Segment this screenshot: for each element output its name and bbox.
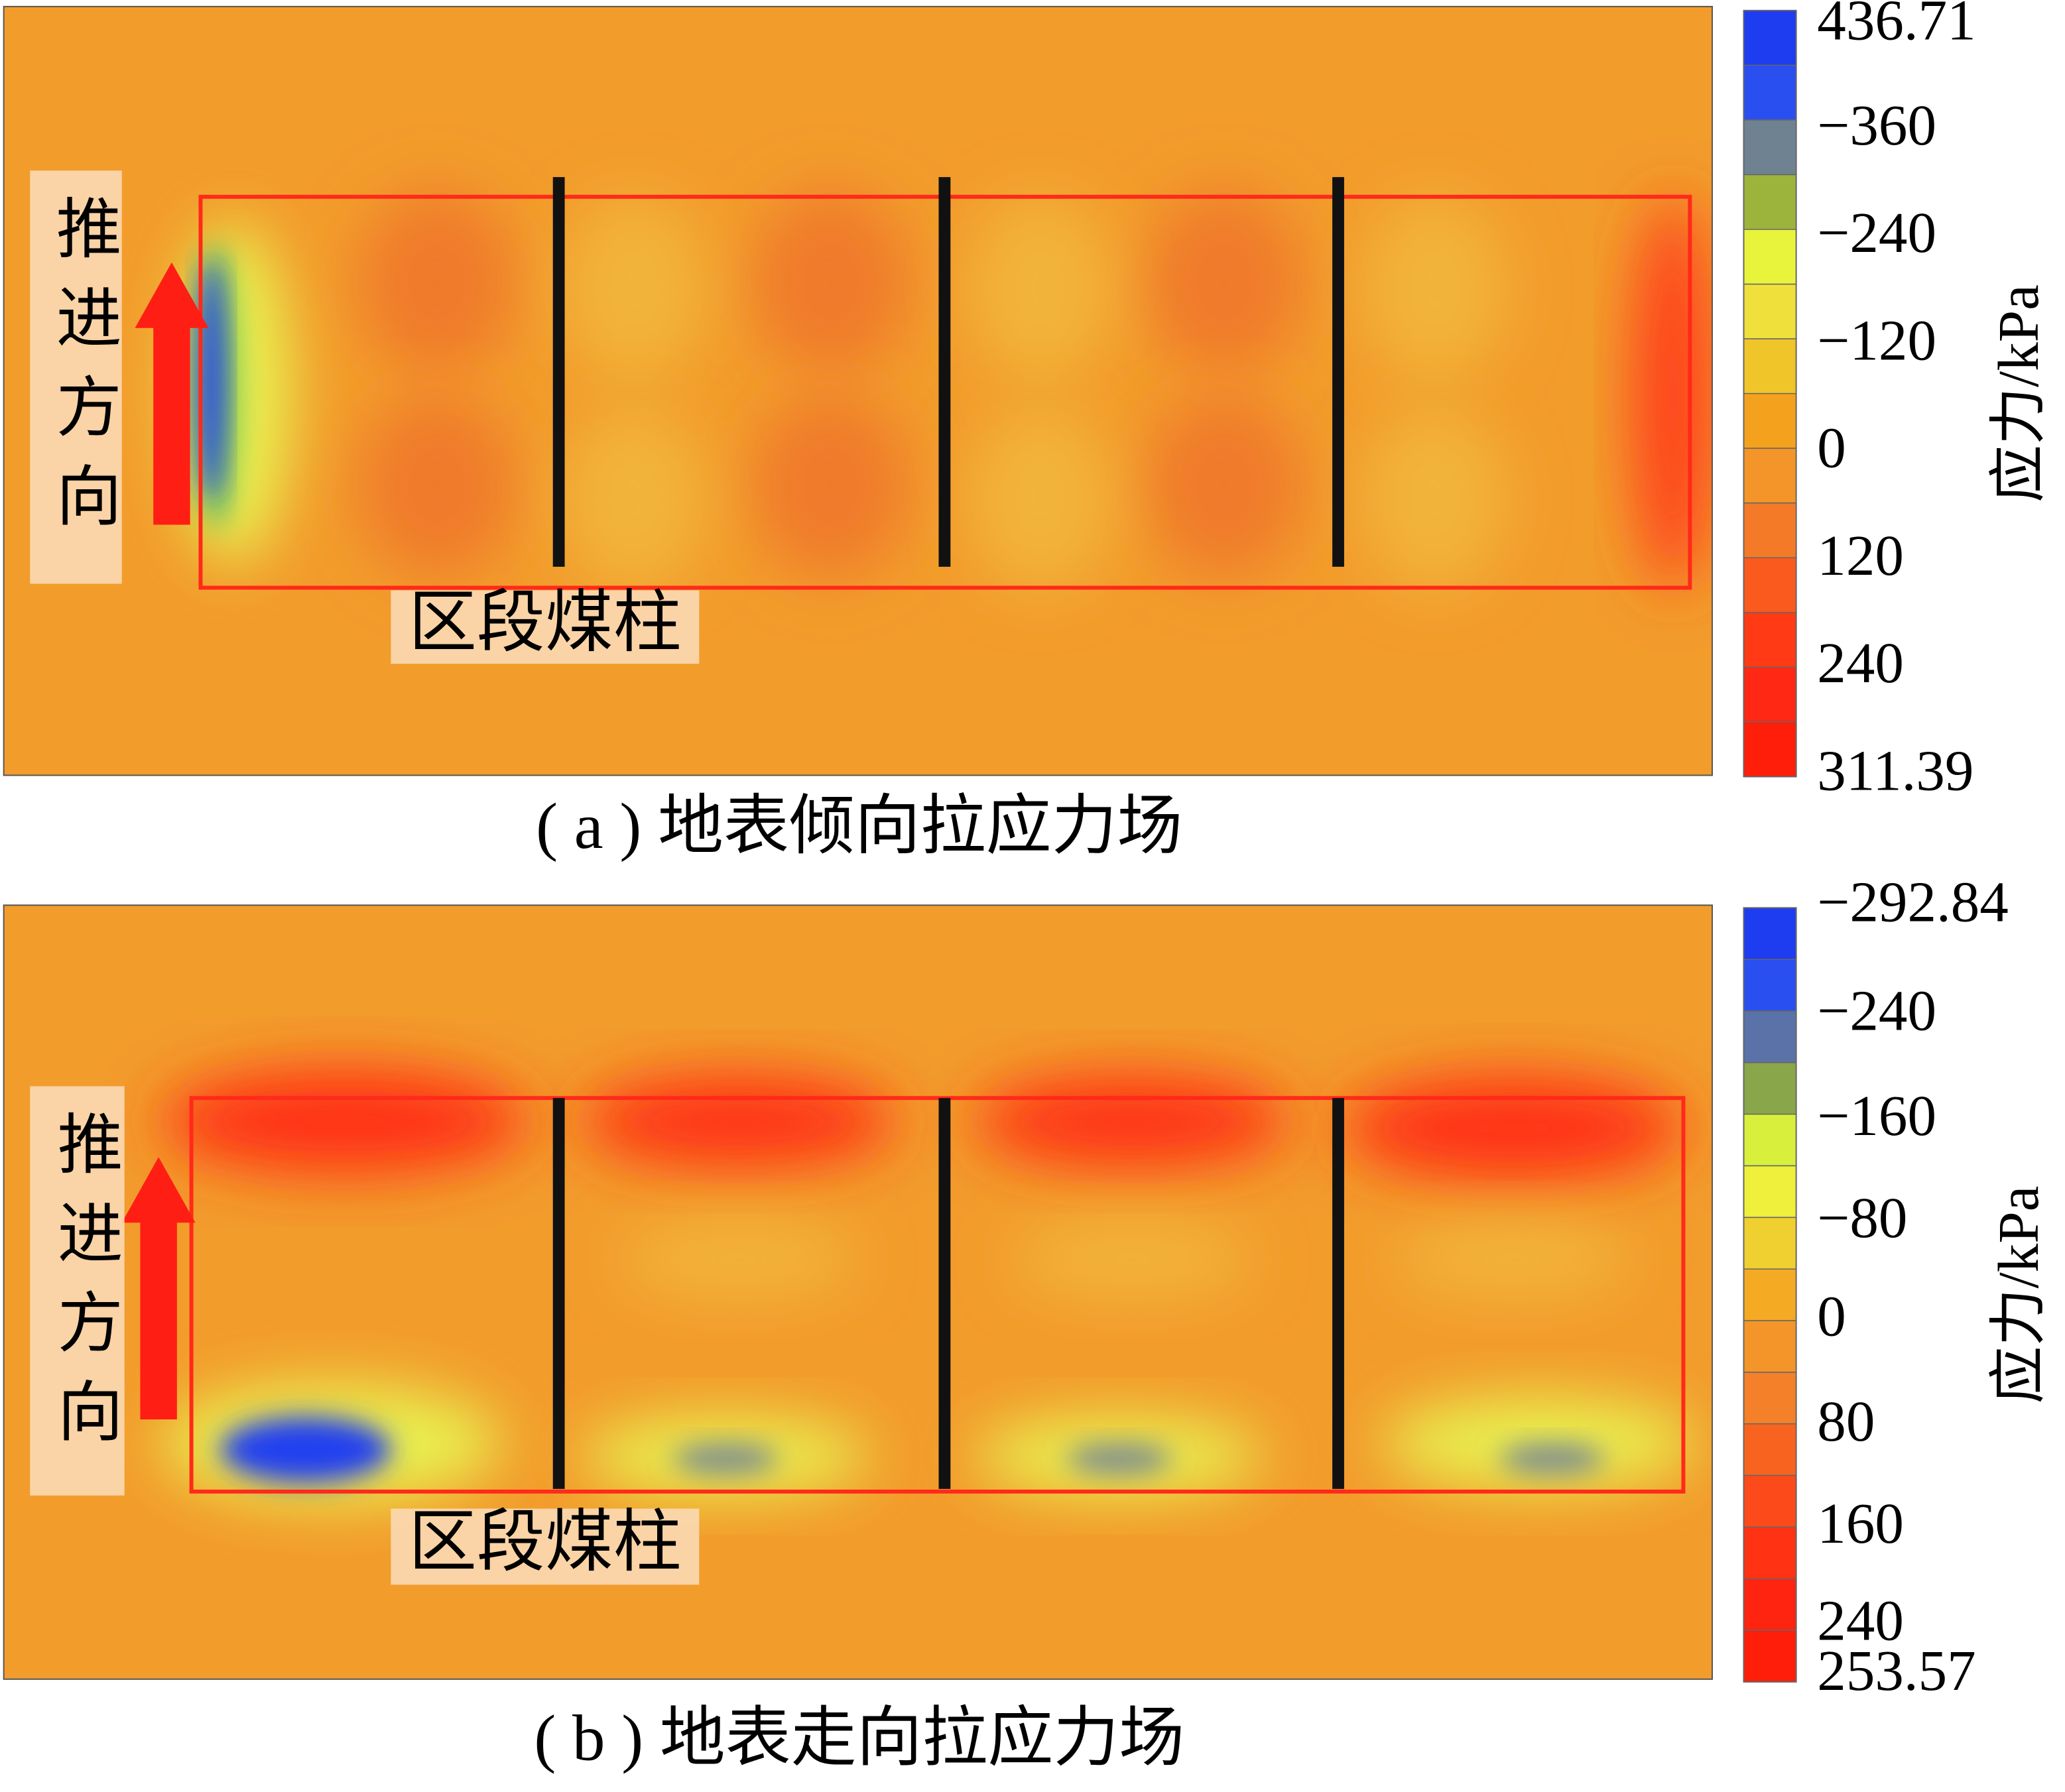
colorbar-label: 120: [1817, 523, 1904, 587]
colorbar-label: −360: [1817, 93, 1936, 157]
colorbar-band: [1743, 1423, 1796, 1476]
colorbar-label: 0: [1817, 416, 1846, 480]
colorbar-label: 80: [1817, 1389, 1875, 1453]
stress-region: [1381, 1397, 1697, 1489]
colorbar-band: [1743, 558, 1796, 613]
colorbar-unit: 应力/kPa: [1986, 284, 2050, 503]
stress-region: [620, 1220, 857, 1299]
colorbar-band: [1743, 10, 1796, 66]
stress-region: [561, 406, 706, 591]
colorbar-unit: 应力/kPa: [1986, 1186, 2050, 1404]
colorbar-band: [1743, 908, 1796, 961]
pillar-label: 区段煤柱: [408, 1505, 682, 1581]
colorbar-band: [1743, 393, 1796, 449]
stress-region: [1145, 393, 1303, 577]
stress-region: [968, 406, 1113, 591]
stress-region: [968, 196, 1113, 381]
colorbar-band: [1743, 229, 1796, 285]
colorbar-band: [1743, 1165, 1796, 1219]
mining-area: [189, 1096, 1686, 1494]
contour-plot: [3, 6, 1713, 776]
pillar-label: 区段煤柱: [408, 585, 682, 660]
advance-arrow: [135, 262, 209, 525]
stress-region: [357, 190, 516, 374]
colorbar-band: [1743, 174, 1796, 230]
colorbar-label: 253.57: [1817, 1638, 1975, 1702]
stress-region: [581, 1075, 897, 1168]
colorbar-label: 311.39: [1817, 738, 1973, 802]
label-box: [391, 1508, 700, 1585]
label-box: [30, 1086, 125, 1496]
colorbar-band: [1743, 1217, 1796, 1270]
colorbar-band: [1743, 667, 1796, 723]
stress-region: [1395, 1220, 1631, 1299]
stress-region: [672, 1443, 779, 1475]
colorbar-band: [1743, 503, 1796, 559]
colorbar-label: −292.84: [1817, 869, 2008, 933]
stress-region: [561, 196, 706, 381]
colorbar-frame: [1743, 907, 1797, 1683]
plot-frame: [3, 5, 1713, 776]
colorbar-label: 160: [1817, 1491, 1904, 1555]
plot-frame: [3, 904, 1713, 1680]
stress-region: [357, 393, 516, 577]
label-box: [30, 170, 122, 584]
colorbar-band: [1743, 448, 1796, 504]
advance-label: 推进方向: [46, 194, 119, 551]
stress-region: [1145, 190, 1303, 374]
colorbar-band: [1743, 1114, 1796, 1167]
panel-caption: ( a ) 地表倾向拉应力场: [536, 790, 1182, 863]
colorbar-band: [1743, 284, 1796, 340]
colorbar-label: −80: [1817, 1185, 1907, 1250]
stress-region: [1342, 1075, 1684, 1181]
colorbar-band: [1743, 1372, 1796, 1425]
advance-label: 推进方向: [48, 1110, 121, 1466]
colorbar-band: [1743, 1320, 1796, 1373]
panel-caption: ( b ) 地表走向拉应力场: [534, 1702, 1184, 1774]
stress-region: [751, 190, 909, 374]
stress-region: [1499, 1443, 1605, 1475]
stress-region: [198, 259, 225, 501]
colorbar-label: 240: [1817, 630, 1904, 695]
stress-region: [1066, 1443, 1172, 1475]
colorbar-frame: [1743, 9, 1797, 778]
colorbar-label: −160: [1817, 1083, 1936, 1148]
colorbar-band: [1743, 1269, 1796, 1321]
stress-region: [1014, 1220, 1251, 1299]
colorbar-band: [1743, 1579, 1796, 1631]
stress-region: [751, 393, 909, 577]
label-box: [391, 590, 700, 664]
advance-arrow: [121, 1157, 196, 1420]
colorbar-band: [1743, 612, 1796, 668]
stress-region: [220, 1417, 391, 1483]
plot-background: [3, 905, 1713, 1679]
colorbar-label: −240: [1817, 979, 1936, 1043]
contour-plot: [3, 905, 1713, 1679]
colorbar-band: [1743, 339, 1796, 394]
colorbar-band: [1743, 959, 1796, 1012]
colorbar-label: −240: [1817, 200, 1936, 265]
stress-region: [161, 1069, 529, 1174]
colorbar-label: 436.71: [1817, 0, 1975, 52]
colorbar-band: [1743, 1010, 1796, 1063]
stress-region: [1633, 196, 1713, 591]
colorbar-band: [1743, 1475, 1796, 1528]
colorbar-band: [1743, 1062, 1796, 1115]
colorbar-label: 240: [1817, 1588, 1904, 1653]
colorbar-band: [1743, 119, 1796, 176]
colorbar-band: [1743, 1527, 1796, 1580]
stress-region: [1361, 196, 1507, 381]
colorbar-label: 0: [1817, 1284, 1846, 1348]
colorbar-band: [1743, 65, 1796, 121]
stress-region: [974, 1075, 1290, 1168]
colorbar-band: [1743, 1630, 1796, 1683]
stress-region: [1361, 406, 1507, 591]
colorbar-label: −120: [1817, 308, 1936, 372]
colorbar-band: [1743, 721, 1796, 778]
